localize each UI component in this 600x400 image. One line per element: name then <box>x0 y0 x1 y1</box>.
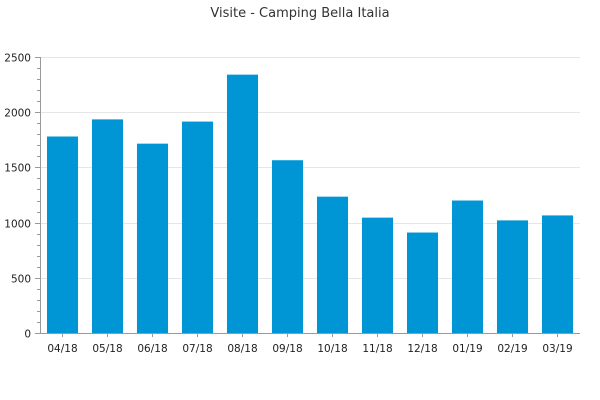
y-tick-label: 2000 <box>4 108 31 120</box>
chart-title: Visite - Camping Bella Italia <box>210 6 389 21</box>
x-tick-label: 03/19 <box>542 343 572 355</box>
y-tick-label: 1500 <box>4 163 31 175</box>
x-tick-label: 11/18 <box>362 343 392 355</box>
bar <box>451 200 484 333</box>
gridlines <box>40 57 580 279</box>
x-tick-label: 10/18 <box>317 343 347 355</box>
bar <box>136 143 169 333</box>
bar <box>361 217 394 333</box>
y-tick-label: 500 <box>11 274 31 286</box>
bar <box>406 232 439 333</box>
axes <box>35 57 580 337</box>
x-tick-labels: 04/18 05/18 06/18 07/18 08/18 09/18 10/18 11/18… <box>47 343 572 355</box>
bar <box>541 215 574 333</box>
x-tick-label: 09/18 <box>272 343 302 355</box>
x-tick-label: 08/18 <box>227 343 257 355</box>
y-tick-labels: 0 500 1000 1500 2000 2500 <box>4 53 31 341</box>
x-tick-label: 07/18 <box>182 343 212 355</box>
x-tick-label: 05/18 <box>92 343 122 355</box>
bar <box>271 160 304 333</box>
x-tick-label: 06/18 <box>137 343 167 355</box>
bar <box>496 220 529 333</box>
bar <box>316 196 349 333</box>
y-tick-label: 0 <box>24 329 31 341</box>
x-tick-label: 12/18 <box>407 343 437 355</box>
x-tick-label: 01/19 <box>452 343 482 355</box>
x-tick-label: 02/19 <box>497 343 527 355</box>
bar <box>181 121 214 333</box>
bar <box>91 119 124 333</box>
bar <box>46 136 79 333</box>
bar <box>226 74 259 333</box>
bars <box>46 74 574 333</box>
y-tick-label: 2500 <box>4 53 31 65</box>
x-tick-label: 04/18 <box>47 343 77 355</box>
y-tick-label: 1000 <box>4 219 31 231</box>
